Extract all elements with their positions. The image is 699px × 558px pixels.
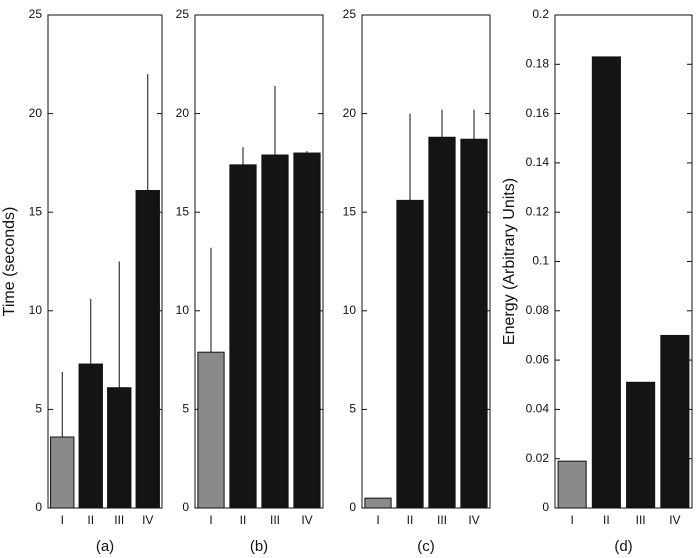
y-tick-label: 5	[349, 402, 356, 416]
bar	[591, 56, 621, 509]
panel-caption: (a)	[96, 538, 114, 555]
y-tick-label: 20	[343, 106, 357, 120]
x-tick-label: I	[376, 513, 379, 527]
panel-caption: (b)	[250, 538, 268, 555]
y-tick-label: 0.08	[526, 303, 550, 317]
axes-frame	[361, 14, 491, 509]
x-tick-label: III	[636, 513, 646, 527]
y-tick-label: 0	[542, 500, 549, 514]
x-tick-label: II	[240, 513, 247, 527]
x-tick-label: IV	[142, 513, 153, 527]
bar	[364, 497, 392, 509]
bar	[107, 387, 132, 509]
y-tick-label: 0.1	[532, 254, 549, 268]
y-tick-label: 15	[29, 204, 43, 218]
y-tick-label: 0.18	[526, 56, 550, 70]
y-tick-label: 0.04	[526, 402, 550, 416]
bar	[135, 190, 160, 509]
bar	[660, 334, 690, 509]
y-tick-label: 10	[176, 303, 190, 317]
y-tick-label: 10	[343, 303, 357, 317]
y-tick-label: 0	[182, 500, 189, 514]
x-tick-label: IV	[301, 513, 312, 527]
y-tick-label: 25	[29, 7, 43, 21]
bar	[626, 381, 656, 509]
bar	[197, 351, 225, 509]
panel-caption: (c)	[417, 538, 435, 555]
bar	[293, 152, 321, 509]
y-tick-label: 0.16	[526, 106, 550, 120]
x-tick-label: III	[114, 513, 124, 527]
y-tick-label: 5	[182, 402, 189, 416]
x-tick-label: IV	[468, 513, 479, 527]
y-tick-label: 0	[35, 500, 42, 514]
y-tick-label: 20	[176, 106, 190, 120]
axes-frame	[194, 14, 324, 509]
axes-frame	[554, 14, 693, 509]
bar	[396, 199, 424, 509]
x-tick-label: III	[437, 513, 447, 527]
bar	[261, 154, 289, 509]
bar	[557, 460, 587, 509]
y-tick-label: 10	[29, 303, 43, 317]
x-tick-label: IV	[669, 513, 680, 527]
bar	[78, 363, 103, 509]
bar	[460, 138, 488, 509]
y-axis-label: Time (seconds)	[1, 207, 18, 317]
y-tick-label: 25	[343, 7, 357, 21]
y-tick-label: 0.14	[526, 155, 550, 169]
x-tick-label: I	[570, 513, 573, 527]
y-tick-label: 0	[349, 500, 356, 514]
x-tick-label: II	[603, 513, 610, 527]
x-tick-label: I	[209, 513, 212, 527]
x-tick-label: II	[87, 513, 94, 527]
bar	[50, 436, 75, 509]
x-tick-label: I	[61, 513, 64, 527]
y-tick-label: 15	[176, 204, 190, 218]
x-tick-label: II	[407, 513, 414, 527]
y-tick-label: 0.02	[526, 451, 550, 465]
axes-frame	[47, 14, 163, 509]
y-tick-label: 0.2	[532, 7, 549, 21]
x-tick-label: III	[270, 513, 280, 527]
y-tick-label: 25	[176, 7, 190, 21]
bar	[428, 136, 456, 509]
y-tick-label: 0.12	[526, 204, 550, 218]
y-tick-label: 5	[35, 402, 42, 416]
y-axis-label: Energy (Arbitrary Units)	[501, 178, 518, 345]
y-tick-label: 20	[29, 106, 43, 120]
y-tick-label: 0.06	[526, 352, 550, 366]
panel-caption: (d)	[614, 538, 632, 555]
bar	[229, 164, 257, 509]
y-tick-label: 15	[343, 204, 357, 218]
